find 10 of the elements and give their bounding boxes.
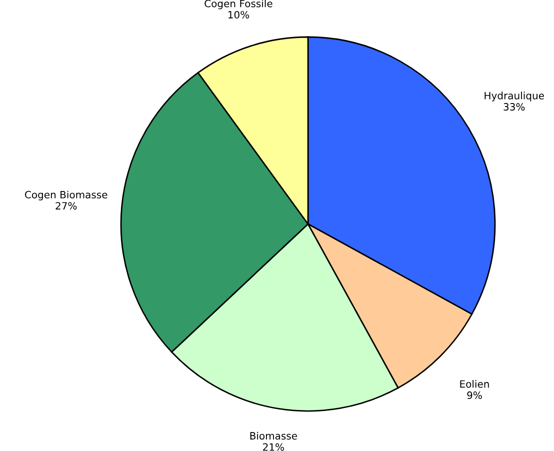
- slice-label: Eolien: [460, 380, 489, 388]
- slice-label: Hydraulique: [484, 92, 544, 102]
- data-label: 27%: [56, 202, 77, 210]
- slice-label: Cogen Biomasse: [24, 190, 108, 200]
- data-label: 33%: [504, 103, 525, 111]
- data-label: 9%: [467, 391, 482, 399]
- data-label: 21%: [263, 443, 284, 451]
- data-label: 10%: [228, 10, 250, 19]
- slice-label: Cogen Fossile: [204, 0, 272, 10]
- slice-label: Biomasse: [250, 432, 297, 440]
